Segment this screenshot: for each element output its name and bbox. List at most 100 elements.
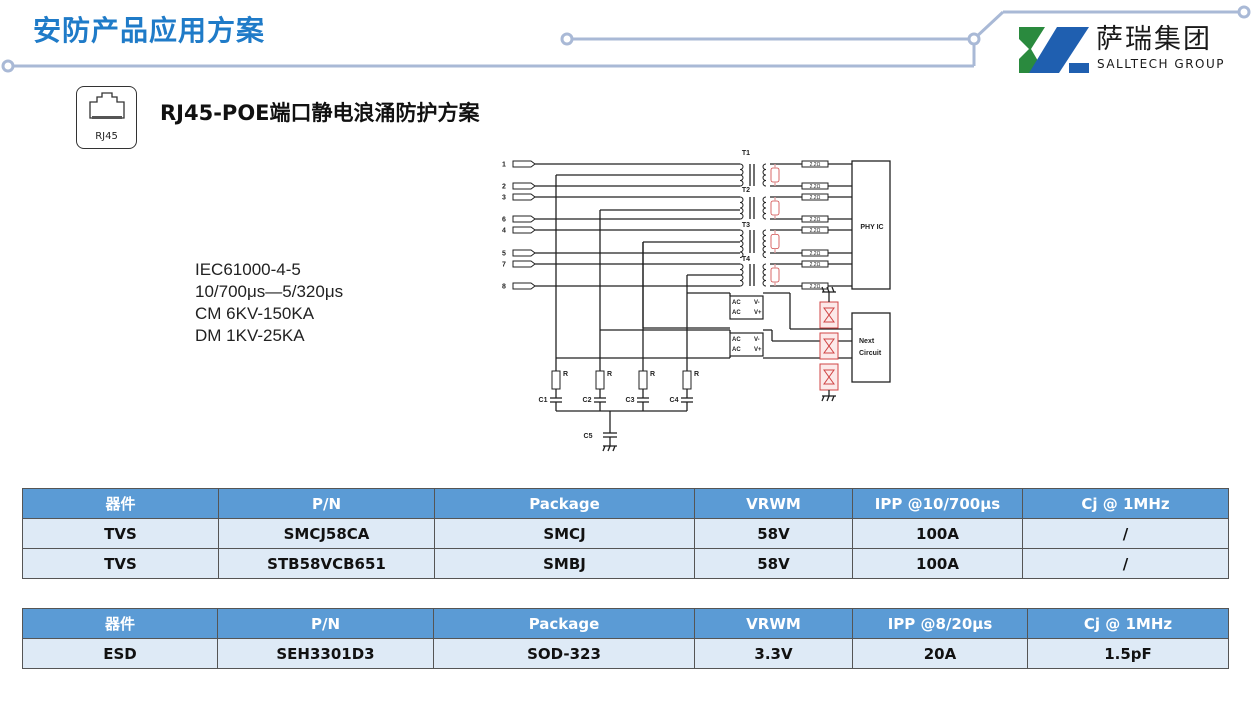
table-cell: / [1022, 548, 1229, 579]
bridge-rectifier [729, 295, 764, 320]
connector-pin [512, 260, 536, 268]
tvs-symbol [823, 369, 835, 385]
table-cell: TVS [22, 518, 219, 549]
logo-text-cn: 萨瑞集团 [1096, 24, 1212, 55]
wire [831, 286, 835, 293]
poe-circuit-diagram: 1 2.2Ω 2 2.2Ω 3 2.2Ω 6 2.2Ω 4 2.2Ω 5 2.2Ω 7 2.2Ω 8 2.2Ω… [502, 150, 891, 452]
column-header: IPP @8/20μs [852, 608, 1028, 639]
transformer-primary [739, 229, 744, 258]
pin-label: 5 [502, 251, 506, 258]
transformer-label: T2 [742, 187, 750, 194]
bridge-rectifier [729, 332, 764, 357]
bridge-vneg-label: V- [754, 337, 760, 343]
connector-pin [512, 249, 536, 257]
table-cell: 58V [694, 518, 853, 549]
transformer-secondary [762, 263, 767, 287]
logo-text-en: SALLTECH GROUP [1097, 57, 1225, 71]
table-cell: 3.3V [694, 638, 853, 669]
spec-dm: DM 1KV-25KA [195, 326, 305, 345]
resistor-value: 2.2Ω [810, 184, 821, 190]
next-circuit-box [851, 312, 891, 383]
wire [826, 395, 830, 402]
bias-resistor [682, 370, 692, 390]
bridge-vpos-label: V+ [754, 347, 762, 353]
transformer-label: T1 [742, 150, 750, 157]
capacitor-label: C5 [584, 433, 593, 440]
bridge-ac-label: AC [732, 300, 741, 306]
table-cell: SMCJ58CA [218, 518, 435, 549]
esd-table: 器件 P/N Package VRWM IPP @8/20μs Cj @ 1MHz ESD S… [22, 608, 1229, 669]
pin-label: 1 [502, 162, 506, 169]
esd-diode-icon [770, 200, 780, 216]
table-cell: 58V [694, 548, 853, 579]
wire [612, 445, 616, 452]
table-row: TVS SMCJ58CA SMCJ 58V 100A / [22, 518, 1229, 549]
column-header: Package [434, 488, 695, 519]
esd-diode-icon [770, 234, 780, 249]
connector-pin [512, 193, 536, 201]
bias-resistor [595, 370, 605, 390]
wire [831, 395, 835, 402]
resistor-value: 2.2Ω [810, 284, 821, 290]
capacitor-label: C4 [670, 397, 679, 404]
resistor-value: 2.2Ω [810, 251, 821, 257]
bridge-ac-label: AC [732, 347, 741, 353]
bias-resistor [638, 370, 648, 390]
transformer-primary [739, 196, 744, 220]
column-header: VRWM [694, 608, 853, 639]
wire [826, 286, 830, 293]
pin-label: 4 [502, 228, 506, 235]
table-cell: SEH3301D3 [217, 638, 434, 669]
transformer-primary [739, 163, 744, 187]
bridge-ac-label: AC [732, 337, 741, 343]
resistor-label: R [650, 371, 655, 378]
table-cell: 100A [852, 518, 1023, 549]
next-circuit-label: Next [859, 338, 875, 345]
transformer-label: T3 [742, 222, 750, 229]
resistor-value: 2.2Ω [810, 228, 821, 234]
transformer-secondary [762, 229, 767, 258]
column-header: Cj @ 1MHz [1027, 608, 1229, 639]
connector-pin [512, 215, 536, 223]
resistor-value: 2.2Ω [810, 195, 821, 201]
resistor-label: R [563, 371, 568, 378]
connector-pin [512, 160, 536, 168]
resistor-value: 2.2Ω [810, 162, 821, 168]
table-cell: SMCJ [434, 518, 695, 549]
table-row: TVS STB58VCB651 SMBJ 58V 100A / [22, 548, 1229, 579]
pin-label: 3 [502, 195, 506, 202]
connector-pin [512, 226, 536, 234]
resistor-value: 2.2Ω [810, 217, 821, 223]
phy-ic-box [851, 160, 891, 290]
pin-label: 7 [502, 262, 506, 269]
pin-label: 2 [502, 184, 506, 191]
table-cell: ESD [22, 638, 218, 669]
table-row: ESD SEH3301D3 SOD-323 3.3V 20A 1.5pF [22, 638, 1229, 669]
rj45-label: RJ45 [95, 131, 118, 142]
salltech-logo-icon [1019, 27, 1089, 73]
pin-label: 6 [502, 217, 506, 224]
next-circuit-label: Circuit [859, 350, 882, 357]
section-title: RJ45-POE端口静电浪涌防护方案 [160, 101, 480, 125]
esd-diode-icon [770, 267, 780, 283]
transformer-label: T4 [742, 256, 750, 263]
bridge-vneg-label: V- [754, 300, 760, 306]
transformer-secondary [762, 163, 767, 187]
connector-pin [512, 282, 536, 290]
wire [602, 445, 606, 452]
column-header: IPP @10/700μs [852, 488, 1023, 519]
bias-resistor [551, 370, 561, 390]
column-header: Cj @ 1MHz [1022, 488, 1229, 519]
spec-standard: IEC61000-4-5 [195, 260, 301, 279]
spec-list: IEC61000-4-5 10/700μs—5/320μs CM 6KV-150… [195, 259, 343, 347]
spec-waveform: 10/700μs—5/320μs [195, 282, 344, 301]
bridge-vpos-label: V+ [754, 310, 762, 316]
header-decoration [1, 5, 1251, 73]
column-header: Package [433, 608, 695, 639]
wire [607, 445, 611, 452]
capacitor-label: C2 [583, 397, 592, 404]
table-cell: SOD-323 [433, 638, 695, 669]
table-cell: TVS [22, 548, 219, 579]
column-header: VRWM [694, 488, 853, 519]
table-cell: / [1022, 518, 1229, 549]
